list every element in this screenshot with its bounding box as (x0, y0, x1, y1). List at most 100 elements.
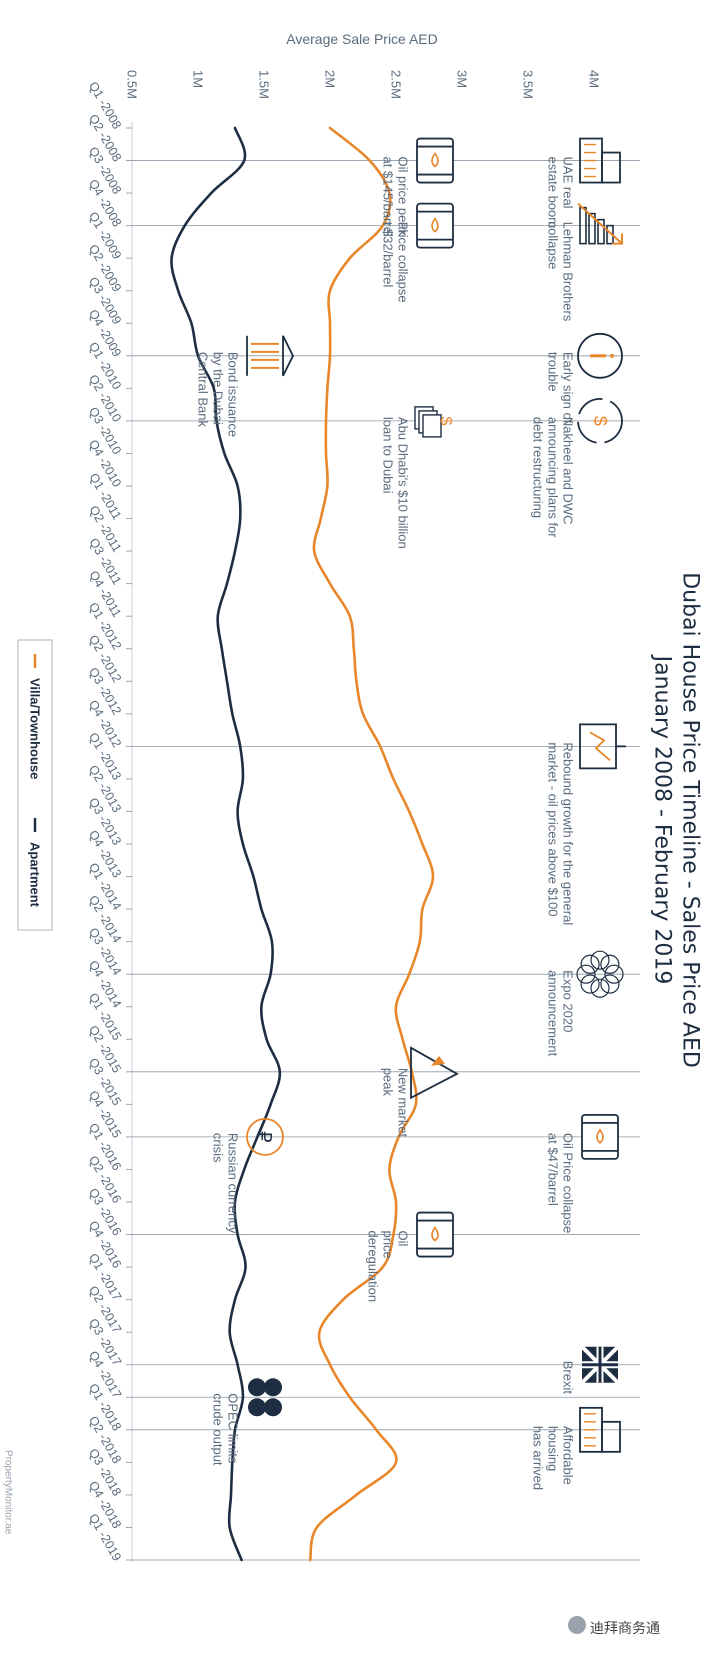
watermark: 迪拜商务通 (590, 1621, 660, 1637)
money-icon: $ (437, 416, 454, 425)
oil-drop (431, 217, 439, 233)
expo-petal (600, 954, 620, 974)
expo-petal (576, 964, 596, 984)
event-label: estate boom (546, 157, 561, 229)
event-label: Nakheel and DWC (561, 417, 576, 525)
oil-drop (431, 1226, 439, 1242)
event-label: Rebound growth for the general (561, 742, 576, 925)
event-label: Price collapse (396, 222, 411, 303)
event-label: at $47/barrel (546, 1133, 561, 1206)
oil-drop (431, 152, 439, 168)
opec-logo-icon (248, 1378, 266, 1397)
event-label: peak (381, 1068, 396, 1097)
event-label: price (381, 1231, 396, 1259)
event-label: Expo 2020 (561, 970, 576, 1032)
peak-flag-icon (410, 1046, 459, 1100)
oil-barrel-icon (581, 1114, 619, 1160)
exclamation-dot (610, 353, 614, 358)
expo-petal (580, 974, 600, 994)
y-tick-label: 3M (455, 70, 470, 88)
event-label: has arrived (531, 1426, 546, 1490)
event-label: Brexit (561, 1361, 576, 1395)
opec-mark (264, 1378, 282, 1397)
event-label: housing (546, 1426, 561, 1472)
debt-cycle-icon (577, 398, 623, 444)
event-label: Abu Dhabi's $10 billion (396, 417, 411, 549)
event-label: New market (396, 1068, 411, 1138)
legend: Villa/Townhouse Apartment (17, 639, 53, 931)
chart-subtitle: January 2008 - February 2019 (650, 654, 675, 985)
event-label: t $32/barrel (381, 222, 396, 288)
oil-drop (596, 1128, 604, 1144)
source-credit: PropertyMonitor.ae (3, 1450, 14, 1535)
event-label: Oil (396, 1231, 411, 1247)
y-tick-label: 1M (191, 70, 206, 88)
expo-petal (590, 978, 610, 998)
legend-box (17, 639, 53, 931)
exclamation-icon (577, 332, 623, 379)
series-line-villa-townhouse (308, 126, 435, 1562)
event-label: Affordable (561, 1426, 576, 1485)
y-axis-title: Average Sale Price AED (286, 31, 438, 47)
bank-icon (282, 335, 295, 377)
event-label: Bond issuance (226, 352, 241, 437)
ruble-icon (246, 1118, 284, 1156)
expo-petal (600, 974, 620, 994)
building-block (601, 151, 621, 184)
building-block (601, 1420, 621, 1453)
expo-petal (590, 950, 610, 970)
y-tick-label: 2.5M (389, 70, 404, 99)
event-label: trouble (546, 352, 561, 392)
event-label: UAE real (561, 157, 576, 209)
flag-cross (582, 1346, 618, 1383)
bar-glyph (588, 212, 596, 245)
event-label: deregulation (366, 1231, 381, 1303)
event-label: at $145/barrel (381, 157, 396, 237)
event-label: Central Bank (196, 352, 211, 428)
oil-barrel-icon (416, 202, 454, 249)
event-annotation: Brexit (561, 1345, 620, 1395)
y-tick-label: 1.5M (257, 70, 272, 99)
ruble-glyph: ₽ (255, 1131, 275, 1142)
event-label: crisis (211, 1133, 226, 1163)
expo-star-icon (604, 964, 624, 984)
legend-label: Apartment (28, 842, 43, 908)
event-label: Oil price peak (396, 157, 411, 237)
flag-glyph (431, 1055, 445, 1066)
wechat-icon (568, 1616, 586, 1634)
event-label: announcing plans for (546, 417, 561, 538)
event-label: debt restructuring (531, 417, 546, 518)
event-label: by the Dubai (211, 352, 226, 425)
legend-label: Villa/Townhouse (28, 678, 43, 779)
opec-mark (248, 1398, 266, 1417)
event-label: crude output (211, 1393, 226, 1466)
oil-barrel-icon (416, 1211, 454, 1258)
event-label: announcement (546, 970, 561, 1056)
y-tick-label: 4M (587, 70, 602, 88)
expo-petal (580, 954, 600, 974)
oil-barrel-icon (416, 137, 454, 184)
event-label: loan to Dubai (381, 417, 396, 494)
event-label: Lehman Brothers (561, 222, 576, 322)
y-tick-label: 3.5M (521, 70, 536, 99)
event-label: Russian currency (226, 1133, 241, 1234)
series-line-apartment (170, 126, 282, 1562)
event-label: market - oil prices above $100 (546, 742, 561, 916)
event-label: OPEC limits (226, 1393, 241, 1464)
opec-mark (264, 1398, 282, 1417)
event-label: Oil Price collapse (561, 1133, 576, 1233)
